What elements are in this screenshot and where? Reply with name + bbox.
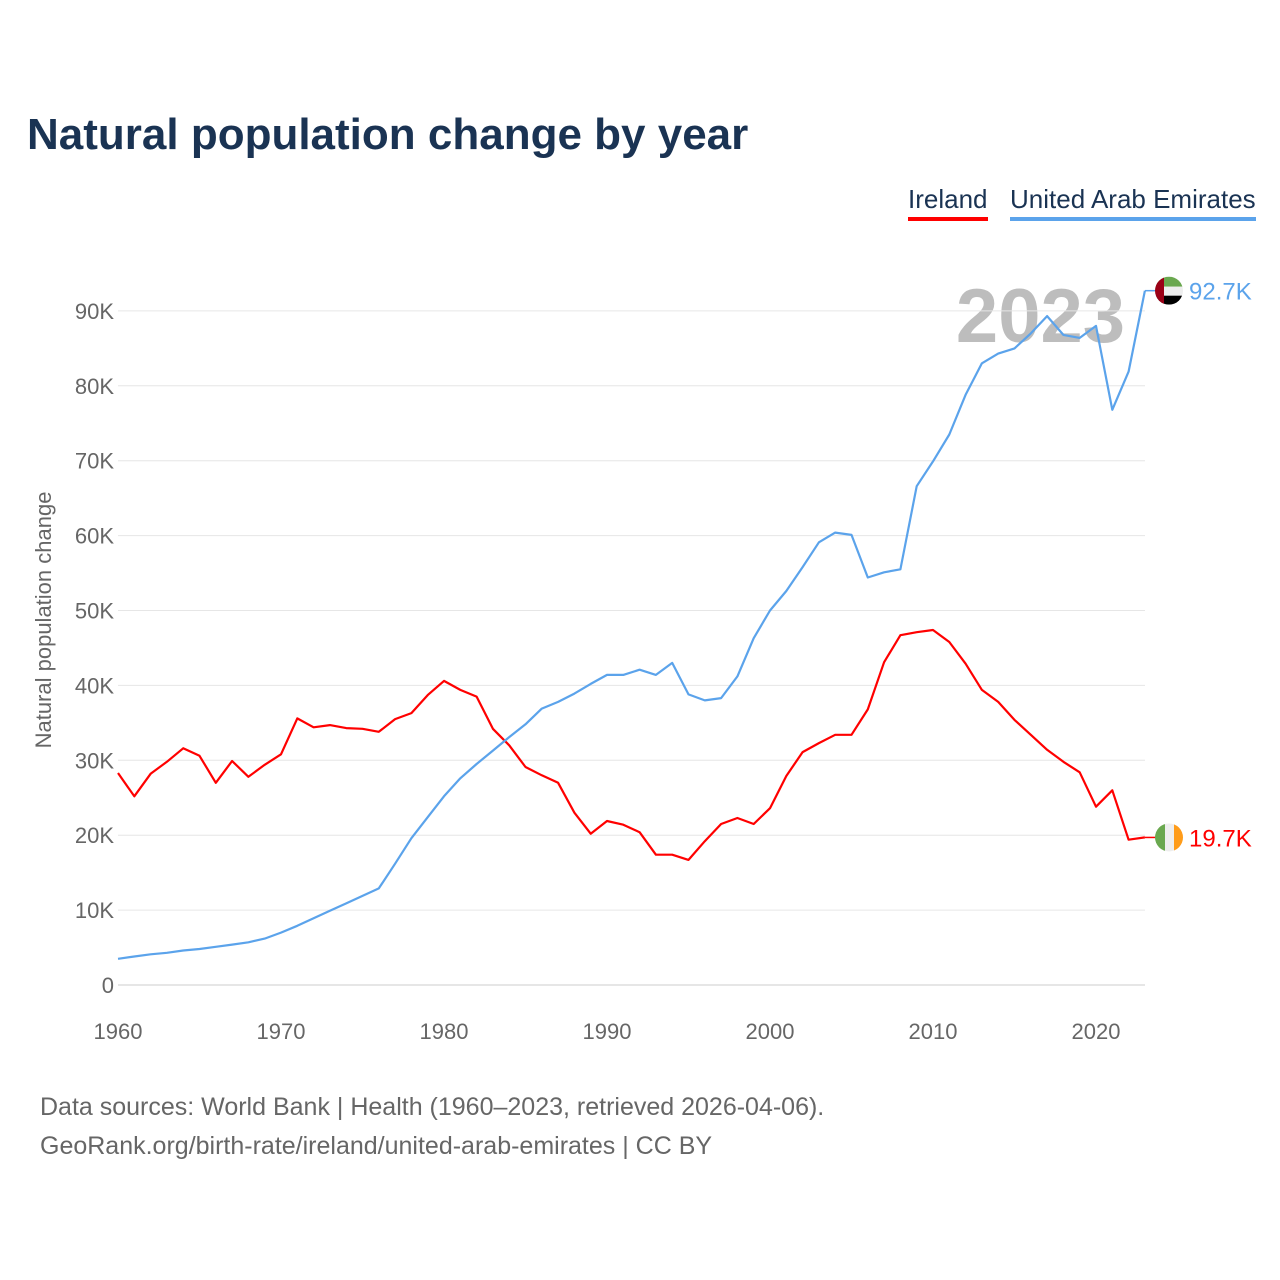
y-tick-label: 40K [75,673,114,698]
source-line-1: Data sources: World Bank | Health (1960–… [40,1093,825,1121]
legend-ireland[interactable]: Ireland [908,184,988,221]
y-tick-label: 50K [75,599,114,624]
source-line-2[interactable]: GeoRank.org/birth-rate/ireland/united-ar… [40,1132,713,1160]
x-tick-label: 1970 [257,1019,306,1044]
legend-uae[interactable]: United Arab Emirates [1010,184,1256,221]
end-value-label: 92.7K [1189,279,1252,306]
uae-flag-icon [1155,276,1183,305]
x-tick-label: 1980 [420,1019,469,1044]
y-tick-label: 30K [75,748,114,773]
x-tick-label: 2000 [746,1019,795,1044]
year-watermark: 2023 [956,274,1125,359]
x-tick-label: 1990 [583,1019,632,1044]
chart-title: Natural population change by year [27,110,749,159]
x-tick-label: 1960 [94,1019,143,1044]
y-tick-label: 70K [75,449,114,474]
x-tick-label: 2020 [1072,1019,1121,1044]
end-value-label: 19.7K [1189,825,1252,852]
y-tick-label: 10K [75,898,114,923]
x-tick-label: 2010 [909,1019,958,1044]
y-tick-label: 90K [75,299,114,324]
ireland-flag-icon [1155,823,1183,852]
y-tick-label: 60K [75,524,114,549]
y-tick-label: 80K [75,374,114,399]
series-line-ireland [117,628,1146,862]
y-tick-label: 0 [102,973,114,998]
y-axis-label: Natural population change [31,492,56,749]
series-line-uae [117,290,1146,960]
source-note: Data sources: World Bank | Health (1960–… [40,1088,824,1166]
y-tick-label: 20K [75,823,114,848]
